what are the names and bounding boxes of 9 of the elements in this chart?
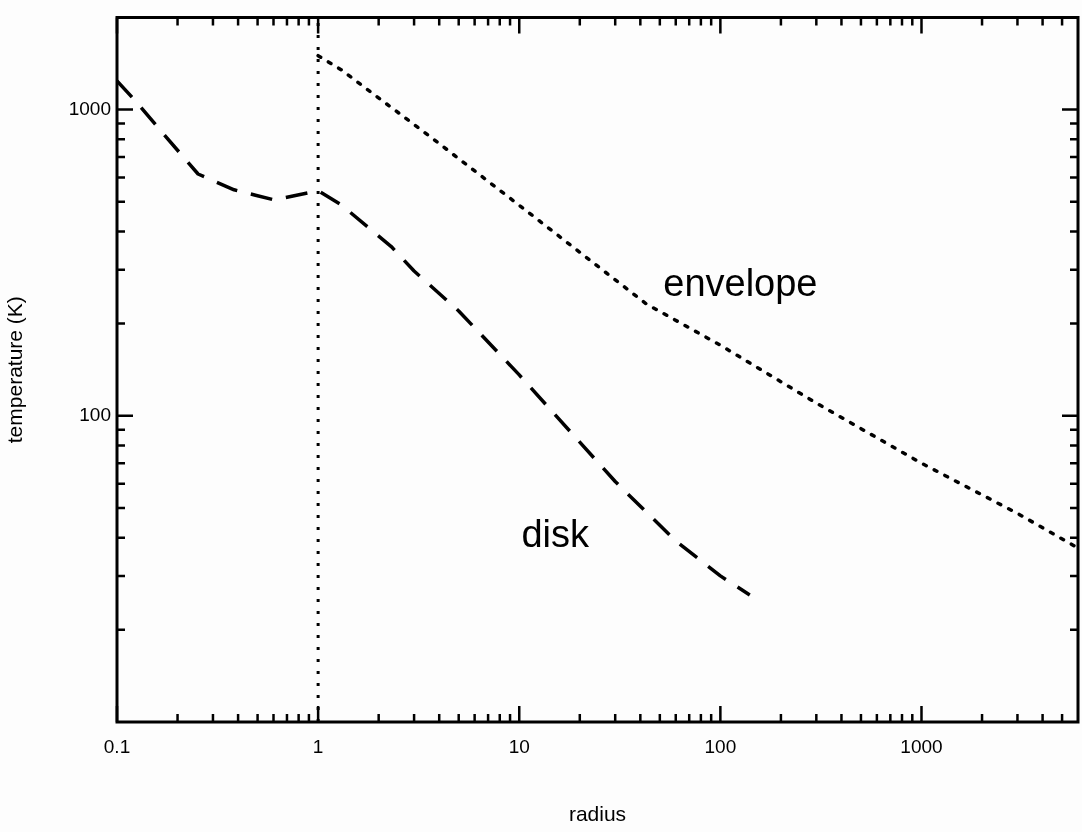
x-tick-label: 1000 [900, 735, 943, 757]
x-tick-label: 0.1 [103, 735, 131, 757]
y-axis-title: temperature (K) [3, 296, 27, 444]
x-tick-label: 100 [704, 735, 737, 757]
x-axis-title: radius [568, 802, 627, 826]
x-tick-label: 10 [508, 735, 530, 757]
series-label: envelope [663, 261, 818, 304]
series-label: disk [521, 513, 590, 556]
x-tick-label: 1 [312, 735, 324, 757]
